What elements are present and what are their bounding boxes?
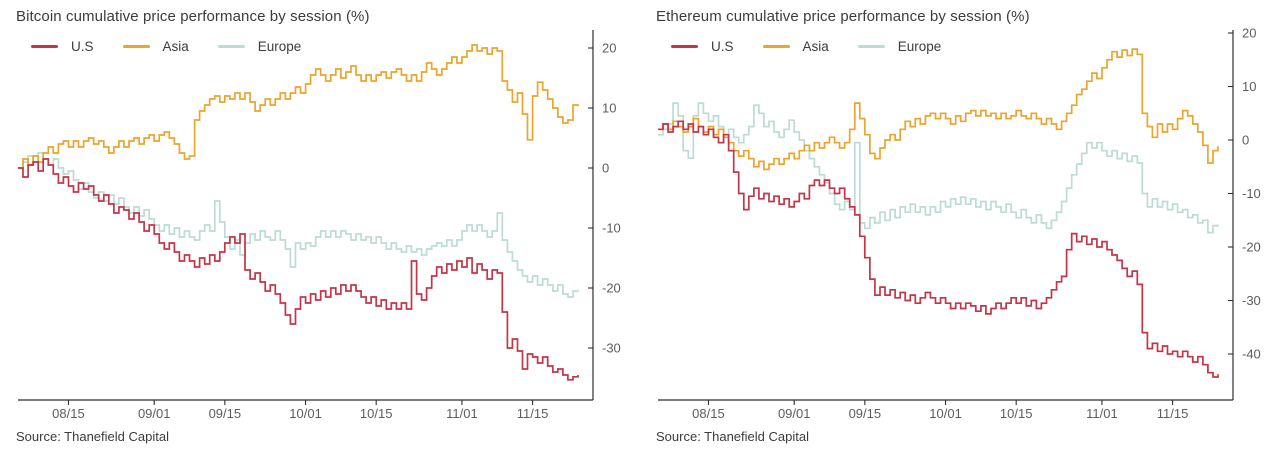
x-tick-label: 10/15 bbox=[1000, 406, 1033, 421]
series-line-us bbox=[18, 158, 579, 381]
legend-label-europe: Europe bbox=[897, 39, 942, 54]
x-tick-label: 08/15 bbox=[52, 406, 85, 421]
legend-item-asia: Asia bbox=[762, 39, 829, 54]
x-tick-label: 10/15 bbox=[360, 406, 393, 421]
chart-group-bitcoin: 08/15 09/01 09/15 10/01 10/15 11/01 11/15 20 10 0… bbox=[18, 30, 621, 421]
legend-item-europe: Europe bbox=[857, 39, 942, 54]
series-line-europe bbox=[658, 102, 1219, 234]
x-tick-label: 10/01 bbox=[289, 406, 322, 421]
y-tick-label: -20 bbox=[602, 281, 621, 296]
legend-label-us: U.S bbox=[71, 39, 94, 54]
source-note-bitcoin: Source: Thanefield Capital bbox=[16, 429, 169, 444]
x-tick-label: 10/01 bbox=[929, 406, 962, 421]
y-tick-label: 10 bbox=[1242, 79, 1256, 94]
series-line-asia bbox=[658, 48, 1219, 171]
legend-bitcoin: U.S Asia Europe bbox=[31, 39, 301, 54]
legend-item-europe: Europe bbox=[217, 39, 302, 54]
x-tick-label: 09/15 bbox=[209, 406, 242, 421]
x-tick-label: 09/15 bbox=[849, 406, 882, 421]
legend-swatch-asia-icon bbox=[122, 45, 150, 48]
series-line-europe bbox=[18, 152, 579, 298]
legend-label-europe: Europe bbox=[257, 39, 302, 54]
y-tick-label: -20 bbox=[1242, 240, 1261, 255]
legend-swatch-asia-icon bbox=[762, 45, 790, 48]
legend-swatch-europe-icon bbox=[217, 45, 245, 48]
legend-label-us: U.S bbox=[711, 39, 734, 54]
x-tick-label: 09/01 bbox=[778, 406, 811, 421]
x-tick-label: 11/01 bbox=[1086, 406, 1118, 421]
x-tick-label: 11/01 bbox=[446, 406, 478, 421]
x-tick-label: 08/15 bbox=[692, 406, 725, 421]
chart-group-ethereum: 08/15 09/01 09/15 10/01 10/15 11/01 11/15 20 10 0… bbox=[658, 26, 1261, 421]
y-tick-label: 20 bbox=[1242, 26, 1256, 41]
x-tick-label: 11/15 bbox=[1157, 406, 1189, 421]
x-tick-label: 09/01 bbox=[138, 406, 171, 421]
legend-ethereum: U.S Asia Europe bbox=[671, 39, 941, 54]
series-line-asia bbox=[18, 44, 579, 169]
source-note-ethereum: Source: Thanefield Capital bbox=[656, 429, 809, 444]
legend-item-asia: Asia bbox=[122, 39, 189, 54]
y-tick-label: 20 bbox=[602, 41, 616, 56]
x-tick-label: 11/15 bbox=[517, 406, 549, 421]
legend-swatch-us-icon bbox=[671, 45, 698, 48]
chart-title-bitcoin: Bitcoin cumulative price performance by … bbox=[16, 8, 370, 25]
y-tick-label: 0 bbox=[1242, 133, 1249, 148]
y-tick-label: 10 bbox=[602, 101, 616, 116]
legend-item-us: U.S bbox=[671, 39, 734, 54]
legend-swatch-us-icon bbox=[31, 45, 58, 48]
legend-label-asia: Asia bbox=[162, 39, 189, 54]
y-tick-label: -40 bbox=[1242, 347, 1261, 362]
series-line-us bbox=[658, 120, 1219, 378]
y-tick-label: 0 bbox=[602, 161, 609, 176]
legend-swatch-europe-icon bbox=[857, 45, 885, 48]
legend-item-us: U.S bbox=[31, 39, 94, 54]
y-tick-label: -30 bbox=[602, 341, 621, 356]
legend-label-asia: Asia bbox=[802, 39, 829, 54]
y-tick-label: -30 bbox=[1242, 293, 1261, 308]
y-tick-label: -10 bbox=[1242, 186, 1261, 201]
y-tick-label: -10 bbox=[602, 221, 621, 236]
chart-title-ethereum: Ethereum cumulative price performance by… bbox=[656, 8, 1030, 25]
